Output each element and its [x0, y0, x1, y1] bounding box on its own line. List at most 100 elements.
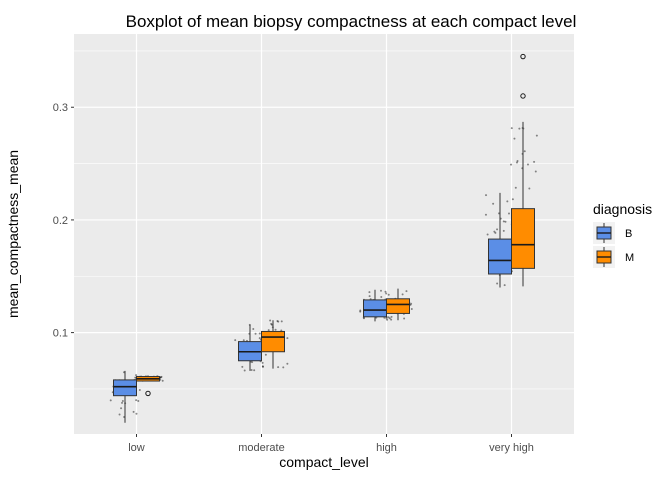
jitter-point: [514, 186, 517, 189]
chart-title: Boxplot of mean biopsy compactness at ea…: [126, 12, 577, 31]
y-axis-title: mean_compactness_mean: [5, 150, 21, 318]
jitter-point: [390, 315, 393, 318]
box-B: [113, 379, 137, 397]
jitter-point: [134, 376, 137, 379]
jitter-point: [510, 127, 513, 130]
box-M: [386, 298, 410, 314]
x-tick-label: low: [128, 442, 145, 454]
jitter-point: [484, 213, 487, 216]
jitter-point: [137, 400, 140, 403]
jitter-point: [387, 293, 390, 296]
jitter-point: [258, 332, 261, 335]
jitter-point: [410, 308, 413, 311]
jitter-point: [368, 295, 371, 298]
jitter-point: [502, 229, 505, 232]
jitter-point: [121, 401, 124, 404]
jitter-point: [496, 228, 499, 231]
jitter-point: [269, 319, 272, 322]
x-tick-label: high: [376, 442, 397, 454]
jitter-point: [384, 290, 387, 293]
jitter-point: [253, 369, 256, 372]
jitter-point: [254, 332, 257, 335]
jitter-point: [403, 317, 406, 320]
jitter-point: [161, 379, 164, 382]
jitter-point: [385, 317, 388, 320]
x-axis-ticks: low moderate high very high: [128, 434, 534, 454]
outlier-point: [520, 53, 526, 60]
jitter-point: [234, 339, 237, 342]
jitter-point: [282, 366, 285, 369]
jitter-point: [362, 317, 365, 320]
jitter-point: [121, 400, 124, 403]
jitter-point: [386, 318, 389, 321]
jitter-point: [506, 200, 509, 203]
jitter-point: [379, 289, 382, 292]
jitter-point: [267, 329, 270, 332]
jitter-point: [118, 413, 121, 416]
jitter-point: [359, 310, 362, 313]
jitter-point: [252, 328, 255, 331]
jitter-point: [380, 296, 383, 299]
y-axis-ticks: 0.1 0.2 0.3: [53, 102, 74, 340]
legend: diagnosis BM: [593, 201, 652, 268]
jitter-point: [486, 233, 489, 236]
y-tick-label: 0.3: [53, 102, 68, 114]
jitter-point: [274, 328, 277, 331]
jitter-point: [120, 407, 123, 410]
outlier-point: [520, 93, 526, 99]
jitter-point: [504, 220, 507, 223]
jitter-point: [368, 291, 371, 294]
outlier-point: [145, 390, 151, 397]
legend-label: M: [625, 252, 634, 264]
jitter-point: [109, 399, 112, 402]
jitter-point: [286, 362, 289, 365]
jitter-point: [250, 368, 253, 371]
jitter-point: [359, 309, 362, 312]
y-tick-label: 0.2: [53, 215, 68, 227]
jitter-point: [503, 284, 506, 287]
jitter-point: [405, 290, 408, 293]
x-tick-label: very high: [489, 442, 534, 454]
jitter-point: [511, 198, 514, 201]
jitter-point: [510, 163, 513, 166]
jitter-point: [494, 231, 497, 234]
y-tick-label: 0.1: [53, 328, 68, 340]
jitter-point: [390, 318, 393, 321]
jitter-point: [135, 374, 138, 377]
x-tick-label: moderate: [238, 442, 284, 454]
jitter-point: [502, 220, 505, 223]
jitter-point: [493, 230, 496, 233]
jitter-point: [526, 163, 529, 166]
box-M: [511, 208, 535, 269]
jitter-point: [507, 212, 510, 215]
jitter-point: [410, 302, 413, 305]
x-axis-title: compact_level: [279, 454, 369, 470]
jitter-point: [401, 293, 404, 296]
box-B: [488, 238, 512, 275]
jitter-point: [241, 365, 244, 368]
jitter-point: [243, 369, 246, 372]
jitter-point: [138, 388, 141, 391]
jitter-point: [385, 292, 388, 295]
jitter-point: [518, 127, 521, 130]
box-B: [363, 299, 387, 318]
box-M: [261, 330, 285, 353]
jitter-point: [387, 316, 390, 319]
jitter-point: [515, 161, 518, 164]
jitter-point: [270, 323, 273, 326]
jitter-point: [533, 160, 536, 163]
jitter-point: [135, 399, 138, 402]
gridlines: [74, 34, 574, 434]
jitter-point: [535, 134, 538, 137]
plot-panel: [74, 34, 574, 434]
jitter-point: [492, 202, 495, 205]
jitter-point: [277, 320, 280, 323]
jitter-point: [160, 375, 163, 378]
jitter-point: [261, 365, 264, 368]
jitter-point: [270, 322, 273, 325]
jitter-point: [276, 320, 279, 323]
legend-label: B: [625, 228, 632, 240]
jitter-point: [159, 376, 162, 379]
legend-title: diagnosis: [593, 201, 652, 217]
